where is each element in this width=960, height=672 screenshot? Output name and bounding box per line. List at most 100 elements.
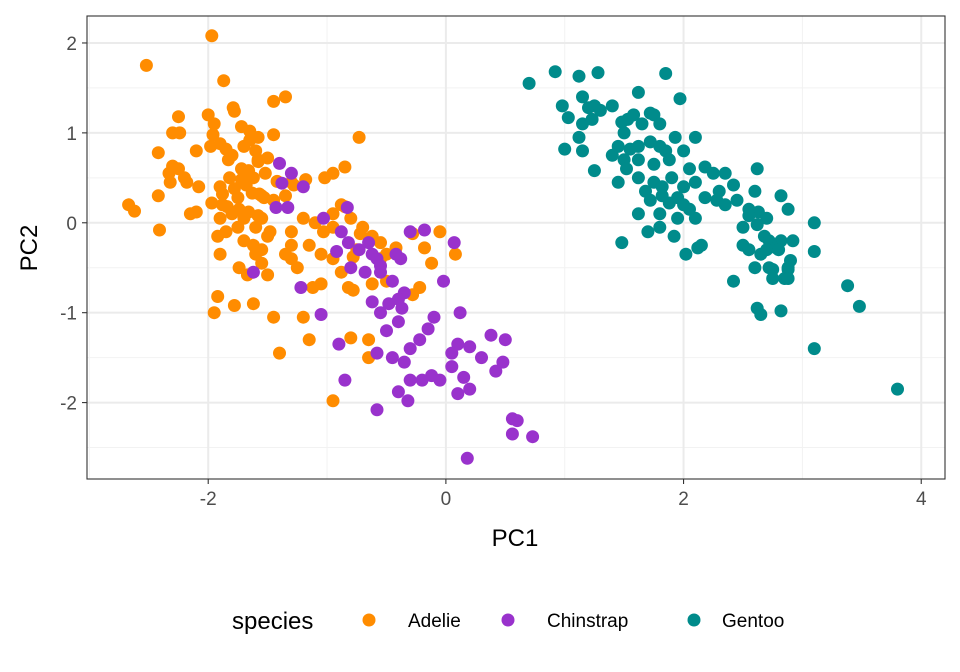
point-gentoo bbox=[611, 139, 625, 153]
point-adelie bbox=[258, 166, 272, 180]
point-gentoo bbox=[774, 189, 788, 203]
point-adelie bbox=[166, 126, 180, 140]
y-tick-label: 2 bbox=[66, 34, 77, 55]
point-gentoo bbox=[736, 220, 750, 234]
point-adelie bbox=[413, 281, 427, 294]
point-adelie bbox=[433, 225, 447, 239]
point-gentoo bbox=[653, 207, 667, 221]
point-gentoo bbox=[760, 211, 774, 225]
x-tick-label: 4 bbox=[916, 489, 927, 510]
point-chinstrap bbox=[314, 308, 328, 321]
point-chinstrap bbox=[460, 451, 474, 465]
point-gentoo bbox=[718, 166, 732, 180]
point-adelie bbox=[346, 283, 360, 297]
point-chinstrap bbox=[380, 324, 393, 338]
point-adelie bbox=[211, 229, 225, 243]
point-gentoo bbox=[750, 162, 764, 176]
point-adelie bbox=[163, 175, 177, 189]
point-adelie bbox=[249, 220, 263, 234]
point-adelie bbox=[448, 247, 462, 261]
point-chinstrap bbox=[273, 156, 286, 170]
point-adelie bbox=[206, 128, 220, 142]
point-gentoo bbox=[748, 261, 762, 275]
point-chinstrap bbox=[397, 355, 411, 369]
point-gentoo bbox=[891, 382, 904, 396]
point-gentoo bbox=[698, 191, 712, 205]
point-gentoo bbox=[665, 171, 679, 185]
point-gentoo bbox=[742, 243, 756, 257]
point-adelie bbox=[205, 29, 219, 43]
point-chinstrap bbox=[395, 301, 409, 315]
point-gentoo bbox=[576, 90, 589, 104]
point-chinstrap bbox=[427, 310, 441, 324]
point-gentoo bbox=[631, 207, 645, 221]
point-chinstrap bbox=[445, 360, 459, 374]
point-gentoo bbox=[627, 108, 641, 122]
point-gentoo bbox=[635, 117, 649, 131]
point-gentoo bbox=[677, 180, 691, 194]
point-adelie bbox=[192, 180, 206, 194]
point-adelie bbox=[227, 299, 241, 312]
grid-major bbox=[87, 16, 945, 479]
point-adelie bbox=[362, 333, 376, 347]
point-gentoo bbox=[668, 130, 682, 144]
point-gentoo bbox=[683, 162, 696, 176]
y-tick-label: 0 bbox=[66, 214, 77, 235]
point-gentoo bbox=[641, 225, 655, 239]
point-gentoo bbox=[781, 272, 795, 285]
point-adelie bbox=[302, 333, 316, 347]
point-gentoo bbox=[631, 171, 645, 185]
point-adelie bbox=[284, 225, 298, 239]
point-gentoo bbox=[754, 308, 768, 321]
x-tick-label: 2 bbox=[678, 489, 689, 510]
point-adelie bbox=[225, 207, 239, 221]
point-gentoo bbox=[781, 202, 795, 216]
point-chinstrap bbox=[370, 346, 384, 360]
x-tick-label: -2 bbox=[200, 489, 217, 510]
point-adelie bbox=[314, 277, 328, 291]
point-adelie bbox=[338, 160, 352, 174]
legend-label-gentoo: Gentoo bbox=[722, 611, 784, 632]
point-chinstrap bbox=[453, 306, 467, 320]
point-adelie bbox=[128, 204, 141, 218]
point-adelie bbox=[302, 238, 316, 252]
point-chinstrap bbox=[296, 180, 310, 194]
point-gentoo bbox=[576, 144, 589, 158]
point-chinstrap bbox=[463, 340, 477, 354]
point-adelie bbox=[296, 211, 310, 225]
point-chinstrap bbox=[489, 364, 503, 378]
point-gentoo bbox=[677, 144, 691, 158]
point-gentoo bbox=[617, 126, 631, 140]
point-chinstrap bbox=[484, 328, 498, 342]
data-points bbox=[122, 29, 904, 465]
point-chinstrap bbox=[340, 201, 354, 214]
point-gentoo bbox=[688, 211, 702, 225]
point-gentoo bbox=[673, 92, 687, 106]
point-adelie bbox=[267, 94, 281, 108]
point-gentoo bbox=[558, 142, 572, 156]
point-gentoo bbox=[671, 211, 685, 225]
point-chinstrap bbox=[344, 261, 358, 275]
point-adelie bbox=[211, 290, 225, 303]
point-chinstrap bbox=[403, 342, 417, 356]
point-adelie bbox=[344, 331, 358, 345]
point-adelie bbox=[344, 211, 358, 225]
point-adelie bbox=[374, 236, 387, 250]
point-gentoo bbox=[591, 66, 605, 80]
point-gentoo bbox=[611, 175, 625, 189]
point-gentoo bbox=[774, 304, 788, 318]
point-adelie bbox=[279, 90, 292, 104]
legend: species Adelie Chinstrap Gentoo bbox=[232, 608, 784, 635]
point-gentoo bbox=[677, 198, 691, 212]
point-gentoo bbox=[631, 139, 645, 153]
point-adelie bbox=[314, 247, 328, 261]
point-chinstrap bbox=[269, 201, 283, 214]
point-chinstrap bbox=[394, 252, 408, 266]
point-gentoo bbox=[730, 193, 744, 207]
point-chinstrap bbox=[338, 373, 352, 387]
point-chinstrap bbox=[526, 430, 540, 444]
point-adelie bbox=[221, 153, 235, 167]
point-chinstrap bbox=[284, 166, 298, 180]
point-adelie bbox=[246, 297, 260, 311]
point-gentoo bbox=[555, 99, 569, 113]
